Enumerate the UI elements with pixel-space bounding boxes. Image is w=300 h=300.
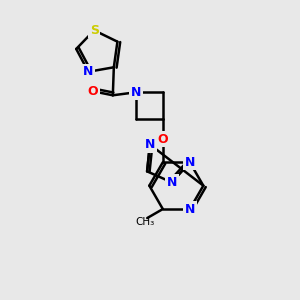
Text: N: N <box>184 202 195 215</box>
Text: CH₃: CH₃ <box>136 217 155 227</box>
Text: S: S <box>90 24 99 37</box>
Text: N: N <box>83 65 94 78</box>
Text: O: O <box>158 133 168 146</box>
Text: N: N <box>184 156 195 169</box>
Text: N: N <box>167 176 177 189</box>
Text: O: O <box>88 85 98 98</box>
Text: N: N <box>130 86 141 99</box>
Text: N: N <box>145 138 155 151</box>
